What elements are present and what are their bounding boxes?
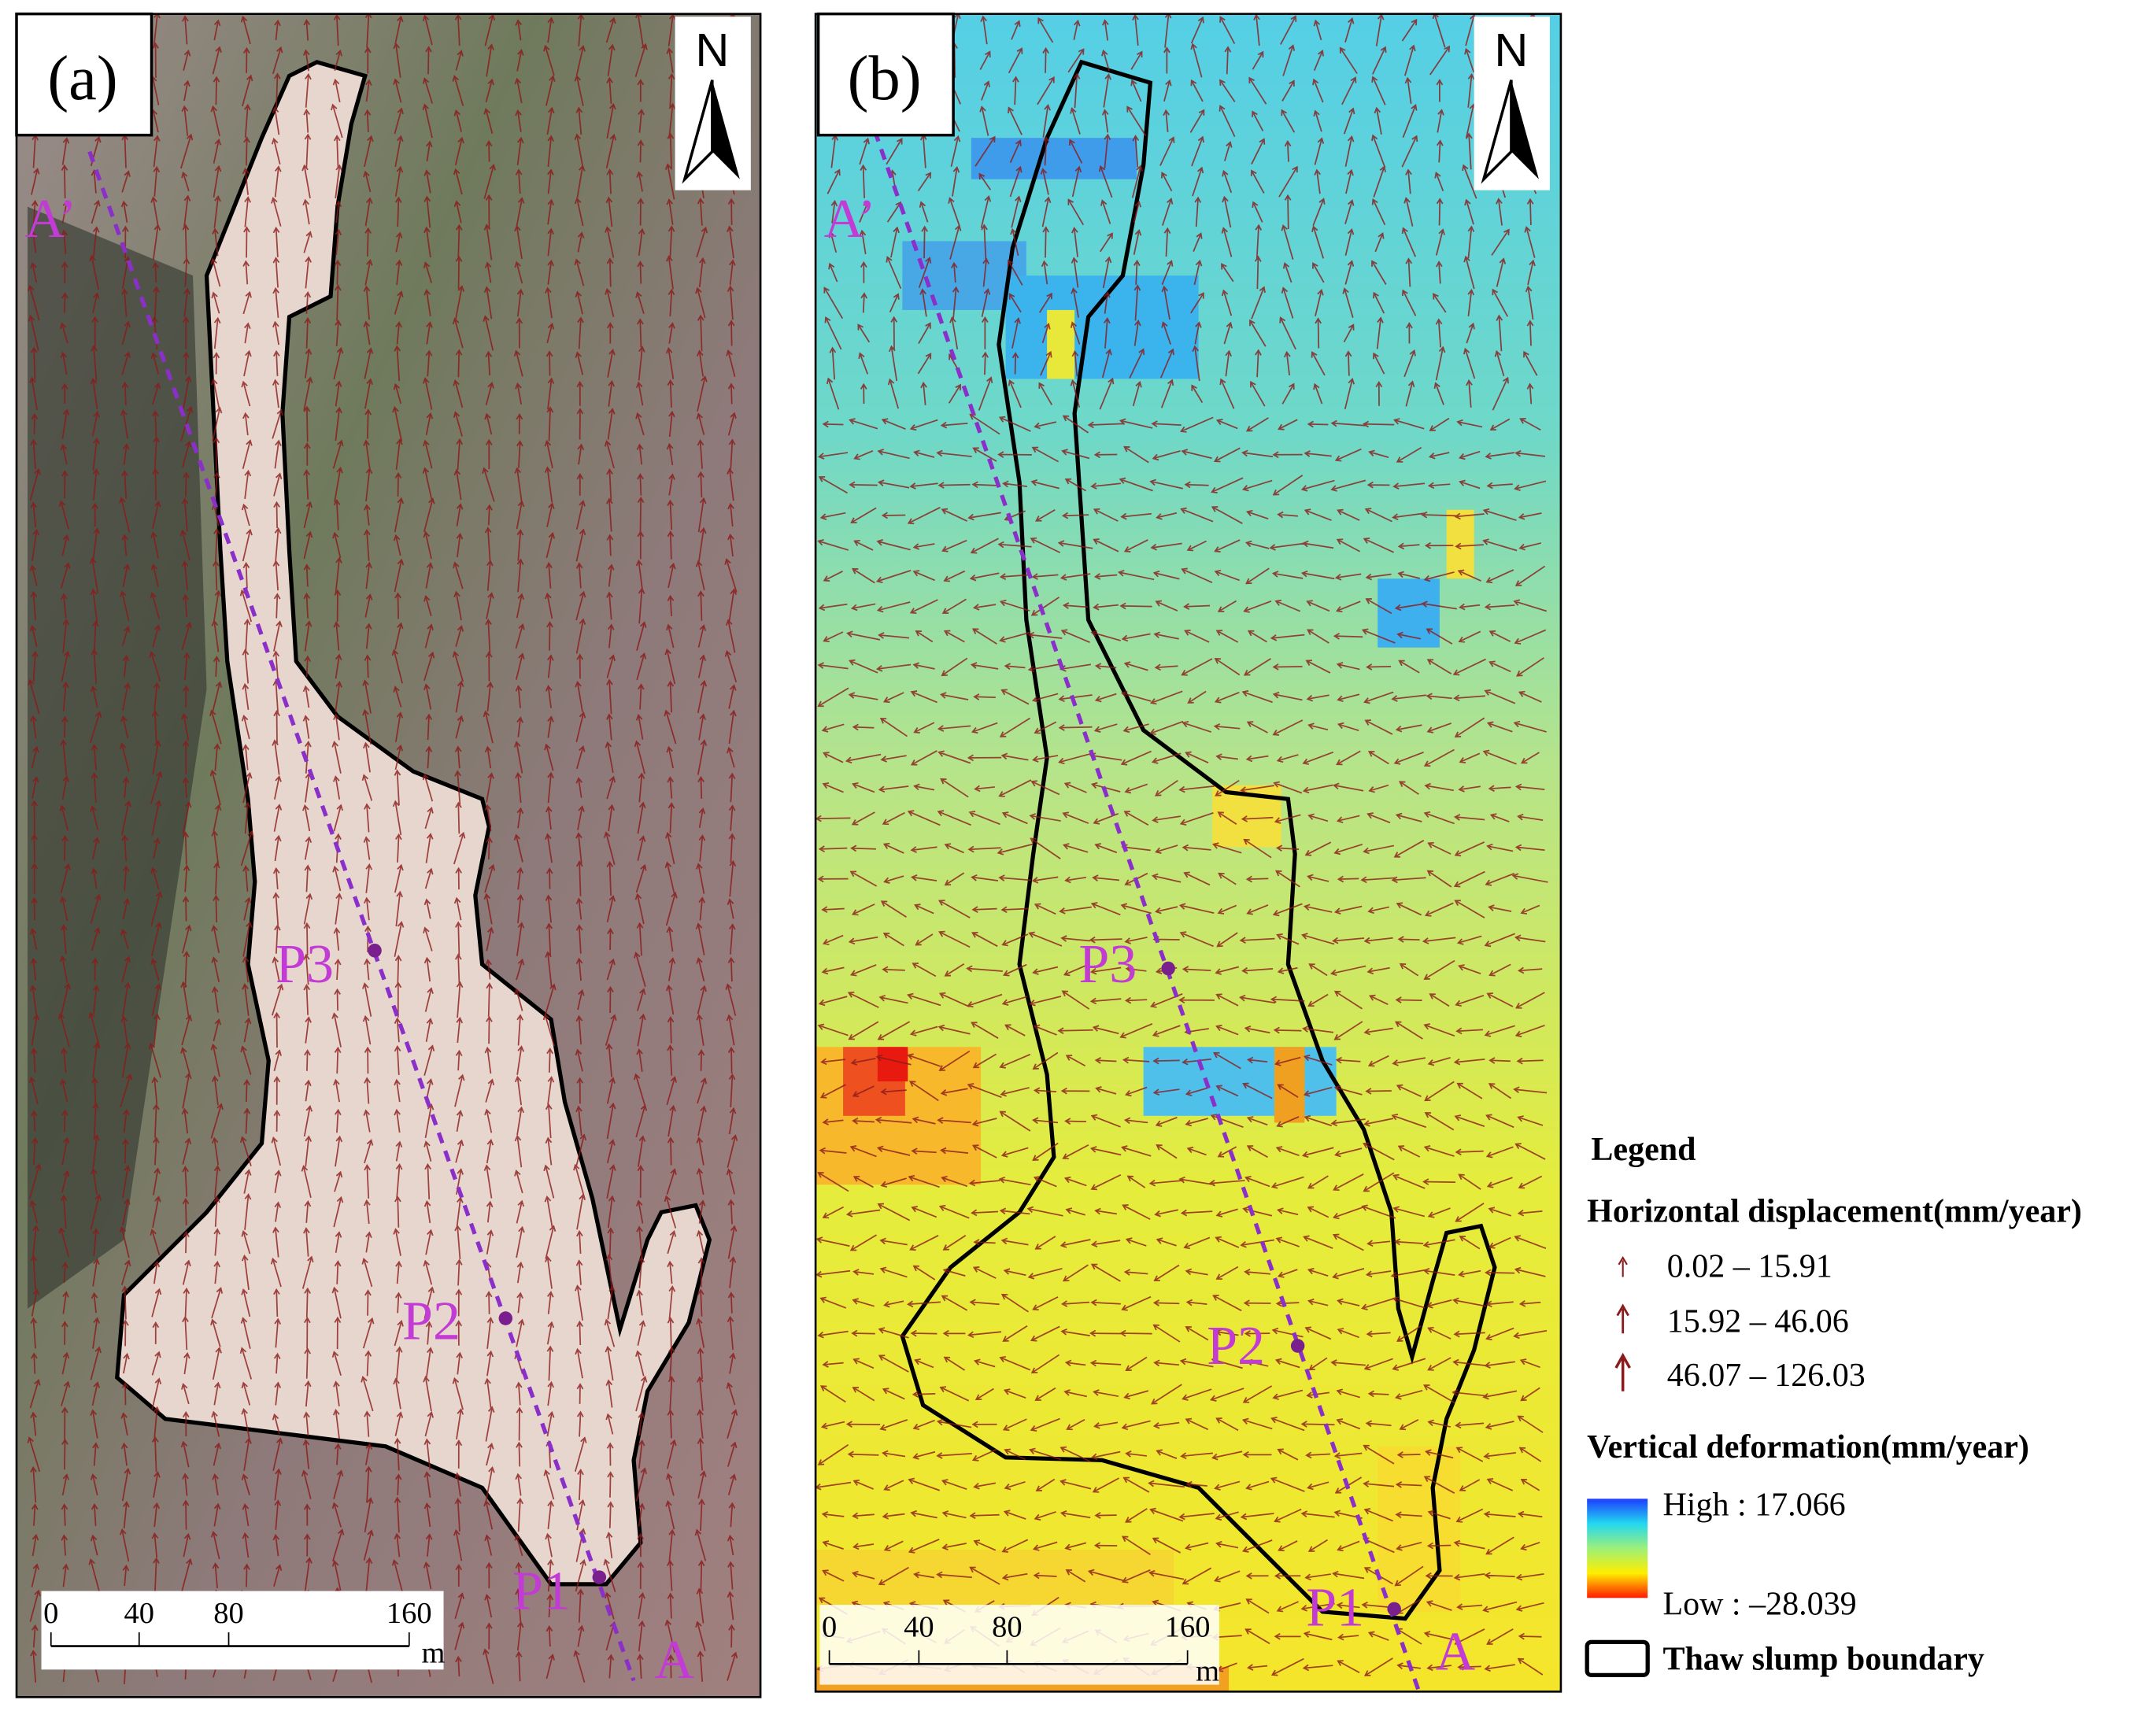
point-label: P3 [276, 934, 334, 995]
scale-label: 40 [904, 1610, 934, 1643]
scale-label: 160 [386, 1597, 432, 1630]
point [368, 944, 382, 958]
panel-b [815, 13, 1561, 1692]
point [1290, 1339, 1305, 1353]
panel-frame [15, 13, 762, 1698]
legend-class: 15.92 – 46.06 [1667, 1304, 1849, 1340]
legend-section-title: Vertical deformation(mm/year) [1587, 1429, 2029, 1465]
profile-start: A’ [25, 189, 77, 249]
legend-class: 0.02 – 15.91 [1667, 1249, 1832, 1285]
panel-a [17, 13, 761, 1698]
ramp-low: Low : –28.039 [1662, 1586, 1856, 1622]
legend-section-title: Horizontal displacement(mm/year) [1587, 1194, 2082, 1230]
color-ramp [1587, 1499, 1648, 1598]
boundary-swatch [1585, 1639, 1650, 1677]
north-arrow [1511, 79, 1539, 179]
scale-label: 0 [43, 1597, 58, 1630]
point-label: P1 [512, 1561, 571, 1621]
north-label: N [695, 24, 729, 76]
ramp-high: High : 17.066 [1662, 1487, 1845, 1523]
north-arrow [712, 79, 740, 179]
profile-end: A [654, 1630, 694, 1691]
shadow [28, 206, 207, 1309]
scale-label: 80 [992, 1610, 1023, 1643]
label-box [15, 12, 153, 137]
panel-frame [814, 13, 1562, 1693]
point [592, 1570, 607, 1584]
profile-line [87, 150, 636, 1682]
scale-label: 80 [213, 1597, 244, 1630]
profile-end: A [1436, 1621, 1476, 1682]
panel-label: (a) [47, 43, 117, 113]
scale-unit: m [422, 1637, 446, 1670]
profile-start: A’ [824, 189, 876, 249]
raster-patches [815, 138, 1474, 1692]
label-box [816, 12, 955, 137]
point-label: P2 [402, 1291, 460, 1351]
scale-label: 0 [822, 1610, 837, 1643]
slump-boundary [115, 60, 712, 1587]
legend-class: 46.07 – 126.03 [1667, 1358, 1866, 1394]
north-label: N [1494, 24, 1528, 76]
scale-label: 160 [1165, 1610, 1211, 1643]
scale-bar: 0 40 80 160 m [41, 1591, 446, 1670]
legend-title: Legend [1591, 1132, 1696, 1168]
scale-label: 40 [124, 1597, 155, 1630]
legend: Legend Horizontal displacement(mm/year) … [1585, 1132, 2082, 1677]
point [498, 1311, 513, 1325]
point [1387, 1602, 1401, 1617]
point-label: P3 [1078, 934, 1137, 995]
point [1161, 961, 1175, 976]
point-label: P2 [1207, 1316, 1265, 1377]
point-label: P1 [1306, 1577, 1364, 1638]
scale-unit: m [1196, 1654, 1219, 1687]
scale-bar: 0 40 80 160 m [819, 1605, 1219, 1687]
profile-line [872, 130, 1422, 1692]
legend-boundary: Thaw slump boundary [1662, 1641, 1984, 1677]
panel-label: (b) [848, 43, 922, 113]
